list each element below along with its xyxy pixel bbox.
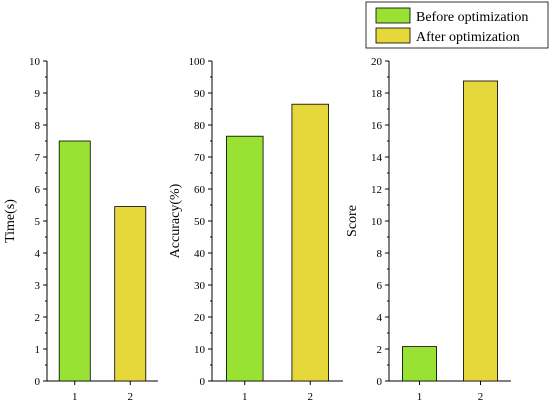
- time-y-tick-label: 10: [29, 56, 41, 68]
- score-y-tick-label: 20: [371, 56, 383, 68]
- accuracy-y-tick-label: 70: [194, 152, 206, 164]
- time-y-tick-label: 2: [35, 312, 41, 324]
- score-y-tick-label: 12: [371, 184, 382, 196]
- time-y-tick-label: 1: [35, 344, 41, 356]
- accuracy-y-tick-label: 90: [194, 88, 206, 100]
- score-y-tick-label: 4: [377, 312, 383, 324]
- score-y-tick-label: 8: [377, 248, 383, 260]
- accuracy-y-tick-label: 10: [194, 344, 206, 356]
- time-y-tick-label: 9: [35, 88, 41, 100]
- accuracy-y-tick-label: 20: [194, 312, 206, 324]
- legend-label-before: Before optimization: [416, 10, 528, 25]
- score-y-tick-label: 18: [371, 88, 383, 100]
- score-y-tick-label: 14: [371, 152, 383, 164]
- time-x-tick-label: 1: [72, 391, 78, 403]
- score-y-tick-label: 10: [371, 216, 383, 228]
- accuracy-y-tick-label: 100: [189, 56, 206, 68]
- score-y-tick-label: 6: [377, 280, 383, 292]
- accuracy-y-tick-label: 30: [194, 280, 206, 292]
- accuracy-bar-1: [226, 135, 264, 382]
- accuracy-x-tick-label: 1: [242, 391, 248, 403]
- score-x-tick-label: 1: [417, 391, 423, 403]
- score-y-axis-title: Score: [345, 205, 360, 237]
- accuracy-y-tick-label: 40: [194, 248, 206, 260]
- legend-swatch-after: [375, 27, 411, 44]
- time-x-tick-label: 2: [128, 391, 134, 403]
- legend-label-after: After optimization: [416, 30, 520, 45]
- time-y-tick-label: 5: [35, 216, 41, 228]
- score-bar-2: [463, 80, 498, 382]
- time-y-tick-label: 7: [35, 152, 41, 164]
- accuracy-y-axis-title: Accuracy(%): [168, 183, 183, 258]
- accuracy-chart-panel: 0 10 20 30 40 50 60 70 80 90 100 1 2 Accuracy(%): [168, 56, 343, 403]
- accuracy-y-tick-label: 50: [194, 216, 206, 228]
- accuracy-bar-2: [291, 103, 329, 382]
- accuracy-x-tick-label: 2: [308, 391, 314, 403]
- time-bar-1: [58, 140, 91, 382]
- legend: Before optimization After optimization: [365, 1, 549, 49]
- time-y-tick-label: 4: [35, 248, 41, 260]
- time-y-tick-label: 0: [35, 376, 41, 388]
- score-y-tick-label: 2: [377, 344, 383, 356]
- time-chart-panel: 0 1 2 3 4 5 6 7 8 9 10 1 2 Time(s): [3, 56, 158, 403]
- score-y-tick-label: 0: [377, 376, 383, 388]
- score-bar-1: [402, 346, 437, 382]
- accuracy-y-tick-label: 0: [200, 376, 206, 388]
- time-y-axis-title: Time(s): [3, 199, 18, 243]
- legend-swatch-before: [375, 7, 411, 24]
- time-y-tick-label: 8: [35, 120, 41, 132]
- accuracy-y-tick-label: 60: [194, 184, 206, 196]
- time-bar-2: [114, 206, 147, 382]
- time-y-tick-label: 6: [35, 184, 41, 196]
- score-y-tick-label: 16: [371, 120, 383, 132]
- score-x-tick-label: 2: [478, 391, 484, 403]
- time-y-tick-label: 3: [35, 280, 41, 292]
- accuracy-y-tick-label: 80: [194, 120, 206, 132]
